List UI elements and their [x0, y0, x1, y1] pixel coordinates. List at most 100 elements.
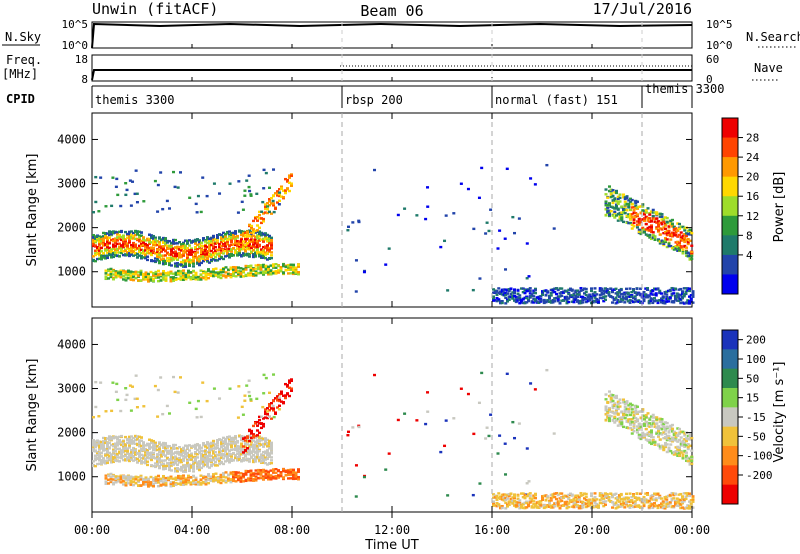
power-cell — [615, 214, 618, 217]
power-cell — [112, 255, 115, 259]
power-cell — [662, 217, 666, 221]
velocity-cell — [260, 438, 263, 442]
velocity-cell — [254, 436, 257, 439]
velocity-cell — [148, 445, 151, 449]
power-cell — [262, 251, 265, 254]
velocity-cell — [148, 447, 151, 450]
velocity-cell — [194, 447, 197, 450]
power-cell — [234, 250, 237, 253]
power-cell — [188, 260, 191, 264]
velocity-cell — [201, 381, 205, 384]
velocity-cell — [118, 438, 121, 442]
velocity-cell — [288, 394, 291, 398]
velocity-cell — [179, 477, 183, 480]
power-cell — [516, 289, 520, 292]
power-cell — [593, 296, 597, 299]
velocity-cell — [268, 442, 271, 446]
power-cell — [246, 244, 249, 248]
power-cell — [266, 244, 269, 247]
power-cell — [354, 290, 358, 293]
power-cell — [593, 294, 597, 297]
velocity-cell — [120, 434, 123, 438]
power-cell — [237, 266, 240, 269]
power-cell — [229, 267, 233, 271]
velocity-cell — [114, 450, 117, 453]
power-cell — [148, 242, 151, 245]
power-cell — [106, 232, 109, 235]
velocity-cell — [176, 447, 179, 450]
power-cell — [178, 241, 181, 244]
velocity-cell — [240, 438, 243, 442]
power-cell — [591, 294, 595, 298]
power-cell — [216, 239, 219, 242]
velocity-cell — [94, 380, 98, 384]
power-cell — [144, 245, 147, 248]
beam-title: Beam 06 — [360, 2, 423, 20]
velocity-cell — [214, 464, 217, 467]
power-cell — [682, 295, 686, 298]
velocity-cell — [194, 481, 198, 484]
velocity-cell — [242, 451, 245, 454]
power-cell — [242, 269, 245, 273]
power-cell — [210, 239, 213, 243]
power-cell — [153, 179, 157, 183]
velocity-cell — [268, 409, 271, 412]
velocity-cell — [136, 457, 139, 461]
power-cell — [159, 275, 163, 278]
power-cell — [254, 245, 257, 248]
velocity-cell — [262, 456, 265, 459]
power-cell — [148, 240, 151, 244]
power-cell — [686, 229, 690, 233]
power-cell — [118, 251, 121, 254]
power-cell — [182, 261, 185, 264]
velocity-cell — [272, 468, 275, 471]
velocity-cell — [254, 476, 258, 480]
power-cell — [189, 276, 193, 280]
velocity-cell — [192, 460, 195, 463]
power-cell — [518, 298, 522, 302]
velocity-cell — [196, 448, 199, 452]
power-cell — [248, 234, 251, 238]
power-cell — [270, 256, 273, 260]
velocity-cell — [172, 447, 175, 450]
velocity-cell — [92, 448, 95, 451]
velocity-cell — [262, 476, 265, 480]
power-cell — [535, 300, 539, 303]
velocity-cell — [232, 475, 235, 479]
power-cell — [609, 188, 613, 192]
power-cell — [674, 234, 678, 237]
power-cell — [614, 287, 618, 291]
velocity-cell — [202, 464, 205, 468]
power-cell — [552, 227, 556, 230]
power-cell — [643, 229, 646, 233]
power-cell — [269, 269, 273, 272]
power-cell — [636, 226, 639, 229]
power-cell — [670, 292, 674, 296]
velocity-cell — [279, 470, 283, 474]
power-cell — [120, 244, 123, 247]
velocity-cell — [114, 459, 117, 462]
velocity-cell — [174, 482, 178, 485]
power-cell — [646, 296, 649, 299]
velocity-cell — [238, 452, 241, 455]
velocity-cell — [266, 416, 269, 420]
power-cell — [629, 221, 632, 225]
power-cell — [672, 228, 676, 232]
velocity-cell — [276, 397, 279, 400]
velocity-cell — [477, 401, 481, 405]
velocity-cell — [270, 459, 273, 462]
power-cell — [204, 240, 207, 243]
velocity-cell — [164, 454, 167, 457]
power-cell — [672, 292, 676, 295]
power-cell — [140, 248, 143, 252]
power-cell — [188, 262, 191, 266]
velocity-cell — [156, 415, 160, 418]
power-cell — [150, 236, 153, 240]
velocity-cell — [164, 467, 167, 470]
power-cell — [159, 272, 163, 275]
power-cell — [623, 211, 627, 215]
power-cell — [625, 214, 629, 218]
velocity-cell — [222, 454, 225, 457]
velocity-cell — [249, 474, 253, 477]
